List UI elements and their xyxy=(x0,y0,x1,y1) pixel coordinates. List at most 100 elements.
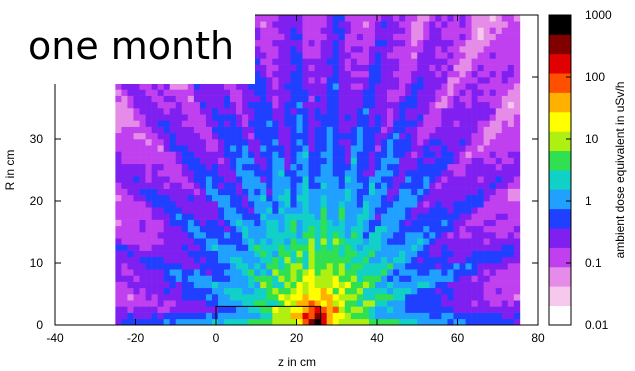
heatmap-cell xyxy=(411,52,418,59)
heatmap-cell xyxy=(242,207,249,214)
heatmap-cell xyxy=(429,139,436,146)
heatmap-cell xyxy=(218,238,225,245)
heatmap-cell xyxy=(368,182,376,189)
heatmap-cell xyxy=(465,269,472,276)
heatmap-cell xyxy=(205,139,213,146)
heatmap-cell xyxy=(459,58,466,65)
heatmap-cell xyxy=(320,176,327,183)
heatmap-cell xyxy=(139,132,146,140)
heatmap-cell xyxy=(495,263,503,270)
heatmap-cell xyxy=(465,275,472,282)
heatmap-cell xyxy=(393,163,400,171)
heatmap-cell xyxy=(127,114,134,121)
heatmap-cell xyxy=(399,225,406,233)
heatmap-cell xyxy=(157,145,164,152)
heatmap-cell xyxy=(495,120,503,127)
heatmap-cell xyxy=(272,58,279,65)
heatmap-cell xyxy=(332,89,340,96)
heatmap-cell xyxy=(423,114,430,121)
heatmap-cell xyxy=(344,238,352,245)
heatmap-cell xyxy=(211,219,219,227)
heatmap-cell xyxy=(163,114,171,121)
heatmap-cell xyxy=(145,83,152,90)
heatmap-cell xyxy=(501,275,509,282)
heatmap-cell xyxy=(272,52,279,59)
heatmap-cell xyxy=(302,15,309,22)
heatmap-cell xyxy=(332,120,340,127)
heatmap-cell xyxy=(362,89,370,96)
heatmap-cell xyxy=(260,256,267,264)
heatmap-cell xyxy=(405,145,412,152)
x-tick-label: 80 xyxy=(531,331,545,345)
heatmap-cell xyxy=(489,232,497,239)
y-tick-label: 0 xyxy=(36,318,43,332)
heatmap-cell xyxy=(272,318,279,326)
heatmap-cell xyxy=(423,95,430,103)
heatmap-cell xyxy=(435,244,442,251)
heatmap-cell xyxy=(513,95,521,103)
heatmap-cell xyxy=(302,83,309,90)
heatmap-cell xyxy=(284,70,291,78)
heatmap-cell xyxy=(411,95,418,103)
heatmap-cell xyxy=(218,300,225,307)
heatmap-cell xyxy=(489,64,497,72)
heatmap-cell xyxy=(278,46,285,53)
heatmap-cell xyxy=(393,201,400,208)
heatmap-cell xyxy=(350,64,358,72)
heatmap-cell xyxy=(139,120,146,127)
heatmap-cell xyxy=(314,182,321,189)
heatmap-cell xyxy=(157,151,164,158)
heatmap-cell xyxy=(278,21,285,28)
heatmap-cell xyxy=(417,52,424,59)
heatmap-cell xyxy=(163,306,171,313)
heatmap-cell xyxy=(368,58,376,65)
heatmap-cell xyxy=(501,101,509,109)
heatmap-cell xyxy=(272,244,279,251)
y-tick-label: 20 xyxy=(30,194,44,208)
heatmap-cell xyxy=(429,163,436,171)
heatmap-cell xyxy=(145,318,152,326)
heatmap-cell xyxy=(344,188,352,196)
heatmap-cell xyxy=(284,306,291,313)
heatmap-cell xyxy=(374,89,382,96)
heatmap-cell xyxy=(447,145,454,152)
heatmap-cell xyxy=(326,244,334,251)
heatmap-cell xyxy=(139,256,146,264)
heatmap-cell xyxy=(465,151,472,158)
heatmap-cell xyxy=(199,132,207,140)
heatmap-cell xyxy=(260,120,267,127)
heatmap-cell xyxy=(127,244,134,251)
heatmap-cell xyxy=(362,300,370,307)
heatmap-cell xyxy=(175,318,183,326)
heatmap-cell xyxy=(175,232,183,239)
heatmap-cell xyxy=(151,269,158,276)
heatmap-cell xyxy=(332,114,340,121)
heatmap-cell xyxy=(429,145,436,152)
heatmap-cell xyxy=(230,287,237,295)
heatmap-cell xyxy=(169,281,177,289)
heatmap-cell xyxy=(350,157,358,165)
heatmap-cell xyxy=(314,132,321,140)
heatmap-cell xyxy=(163,120,171,127)
heatmap-cell xyxy=(127,275,134,282)
heatmap-cell xyxy=(399,27,406,34)
heatmap-cell xyxy=(248,263,255,270)
heatmap-cell xyxy=(211,120,219,127)
heatmap-cell xyxy=(193,163,201,171)
heatmap-cell xyxy=(302,46,309,53)
heatmap-cell xyxy=(362,287,370,295)
heatmap-cell xyxy=(230,194,237,202)
heatmap-cell xyxy=(447,250,454,258)
heatmap-cell xyxy=(381,39,388,47)
heatmap-cell xyxy=(332,15,340,22)
heatmap-cell xyxy=(344,108,352,115)
heatmap-cell xyxy=(290,46,297,53)
heatmap-cell xyxy=(501,194,509,202)
heatmap-cell xyxy=(224,132,231,140)
heatmap-cell xyxy=(266,52,273,59)
heatmap-cell xyxy=(435,294,442,301)
heatmap-cell xyxy=(290,132,297,140)
heatmap-cell xyxy=(399,213,406,220)
heatmap-cell xyxy=(290,294,297,301)
heatmap-cell xyxy=(332,163,340,171)
